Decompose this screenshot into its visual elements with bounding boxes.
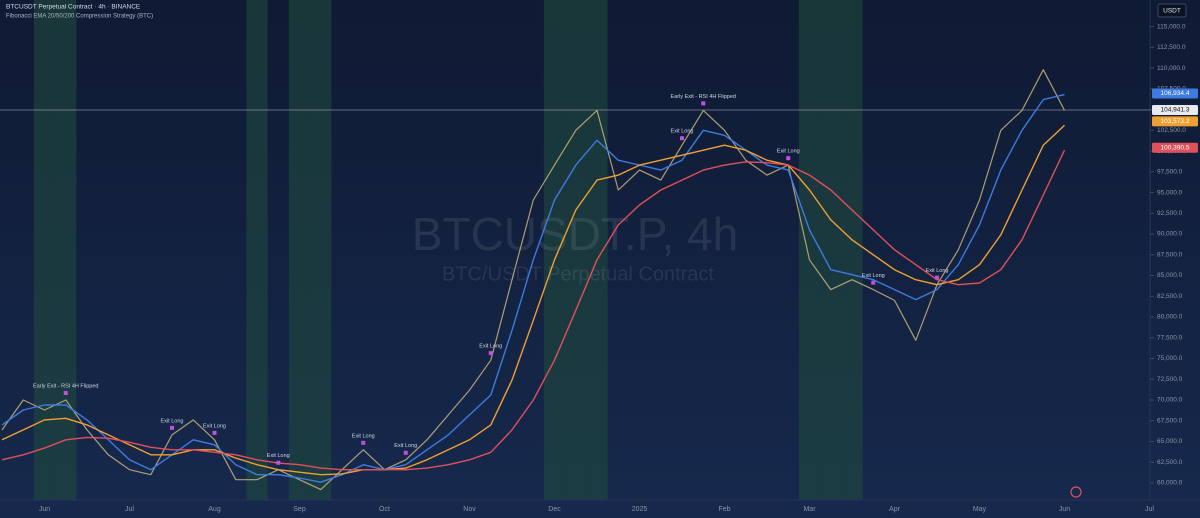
x-tick-label: Jun <box>1059 506 1070 513</box>
price-tag <box>1152 116 1198 127</box>
trade-marker <box>170 425 174 430</box>
trade-annotation: Exit Long <box>203 423 226 429</box>
trade-marker <box>701 101 706 106</box>
price-tag-label: 100,390.5 <box>1161 145 1190 152</box>
y-tick-label: 85,000.0 <box>1157 272 1183 279</box>
price-tag <box>1152 142 1198 153</box>
trade-marker <box>871 280 876 285</box>
price-tag-label: 104,941.3 <box>1161 107 1190 114</box>
trade-annotation: Exit Long <box>926 268 949 274</box>
x-tick-label: May <box>973 506 987 513</box>
y-tick-label: 90,000.0 <box>1157 231 1183 238</box>
trade-marker <box>680 136 684 141</box>
position-shade <box>798 0 821 500</box>
watermark-subtitle: BTC/USDT Perpetual Contract <box>442 263 714 285</box>
trade-annotation: Exit Long <box>479 344 502 350</box>
trade-annotation: Exit Long <box>862 273 885 279</box>
position-shade <box>33 0 56 500</box>
trade-annotation: Exit Long <box>267 453 290 459</box>
y-tick-label: 82,500.0 <box>1157 293 1183 300</box>
x-tick-label: Apr <box>889 506 901 513</box>
trade-marker <box>403 450 408 455</box>
y-tick-label: 87,500.0 <box>1157 251 1183 258</box>
trade-marker <box>276 460 281 465</box>
y-tick-label: 77,500.0 <box>1157 334 1183 341</box>
trade-annotation: Exit Long <box>161 418 184 424</box>
x-tick-label: Oct <box>379 506 390 513</box>
price-tag-label: 103,573.2 <box>1161 118 1190 125</box>
currency-button[interactable] <box>1157 3 1187 18</box>
y-tick-label: 75,000.0 <box>1157 355 1183 362</box>
trade-annotation: Exit Long <box>671 129 694 135</box>
price-tag <box>1152 88 1198 99</box>
y-tick-label: 102,500.0 <box>1157 127 1186 134</box>
x-tick-label: Jun <box>39 506 50 513</box>
y-tick-label: 72,500.0 <box>1157 376 1183 383</box>
indicator-name: Fibonacci EMA 20/50/200 Compression Stra… <box>6 14 153 20</box>
x-tick-label: Aug <box>208 506 221 513</box>
x-tick-label: Jul <box>1145 506 1154 513</box>
position-shade <box>288 0 311 500</box>
position-shade <box>543 0 566 500</box>
trade-marker <box>786 156 791 161</box>
y-tick-label: 60,000.0 <box>1157 480 1183 487</box>
x-tick-label: Dec <box>548 506 561 513</box>
trade-annotation: Exit Long <box>352 433 375 439</box>
chart-title: BTCUSDT Perpetual Contract · 4h · BINANC… <box>6 4 141 11</box>
currency-label[interactable]: USDT <box>1163 8 1181 15</box>
position-shade <box>55 0 77 500</box>
position-shade <box>820 0 842 500</box>
x-tick-label: Nov <box>463 506 476 513</box>
y-tick-label: 67,500.0 <box>1157 417 1183 424</box>
y-tick-label: 115,000.0 <box>1157 23 1186 30</box>
trade-annotation: Exit Long <box>394 443 417 449</box>
alert-icon[interactable] <box>1070 486 1082 498</box>
trade-marker <box>935 275 939 280</box>
price-tag-label: 106,934.4 <box>1161 90 1190 97</box>
y-tick-label: 112,500.0 <box>1157 44 1186 51</box>
x-tick-label: Sep <box>293 506 306 513</box>
trade-marker <box>488 351 493 356</box>
y-tick-label: 92,500.0 <box>1157 210 1183 217</box>
y-tick-label: 80,000.0 <box>1157 314 1183 321</box>
x-tick-label: Mar <box>803 506 816 513</box>
trade-annotation: Early Exit - RSI 4H Flipped <box>671 94 736 100</box>
watermark: BTCUSDT.P, 4h <box>412 208 738 260</box>
y-tick-label: 97,500.0 <box>1157 169 1183 176</box>
x-tick-label: Jul <box>125 506 134 513</box>
y-tick-label: 110,000.0 <box>1157 65 1186 72</box>
y-tick-label: 65,000.0 <box>1157 438 1183 445</box>
x-tick-label: 2025 <box>632 506 648 513</box>
price-line-series <box>1 69 1066 491</box>
position-shade <box>841 0 863 500</box>
trade-annotation: Early Exit - RSI 4H Flipped <box>33 383 98 389</box>
position-shade <box>586 0 608 500</box>
x-tick-label: Feb <box>718 506 730 513</box>
trade-annotation: Exit Long <box>777 149 800 155</box>
price-tag <box>1152 105 1198 116</box>
ema-line <box>1 124 1065 476</box>
position-shade <box>246 0 268 500</box>
trade-marker <box>361 440 366 445</box>
trade-marker <box>63 391 68 396</box>
position-shade <box>310 0 332 500</box>
ema-line <box>1 149 1066 471</box>
trade-marker <box>212 430 217 435</box>
y-tick-label: 95,000.0 <box>1157 189 1183 196</box>
y-tick-label: 70,000.0 <box>1157 397 1183 404</box>
y-tick-label: 62,500.0 <box>1157 459 1183 466</box>
